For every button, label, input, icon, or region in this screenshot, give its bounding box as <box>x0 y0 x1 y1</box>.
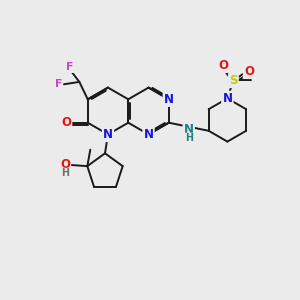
Text: O: O <box>244 65 254 78</box>
Text: O: O <box>61 116 71 129</box>
Text: S: S <box>229 74 238 87</box>
Text: O: O <box>218 59 228 72</box>
Text: N: N <box>103 128 113 141</box>
Text: F: F <box>66 62 74 72</box>
Text: N: N <box>143 128 154 141</box>
Text: O: O <box>60 158 70 172</box>
Text: F: F <box>55 79 62 89</box>
Text: H: H <box>185 133 193 143</box>
Text: H: H <box>61 168 69 178</box>
Text: N: N <box>222 92 233 105</box>
Text: N: N <box>184 123 194 136</box>
Text: N: N <box>164 93 174 106</box>
